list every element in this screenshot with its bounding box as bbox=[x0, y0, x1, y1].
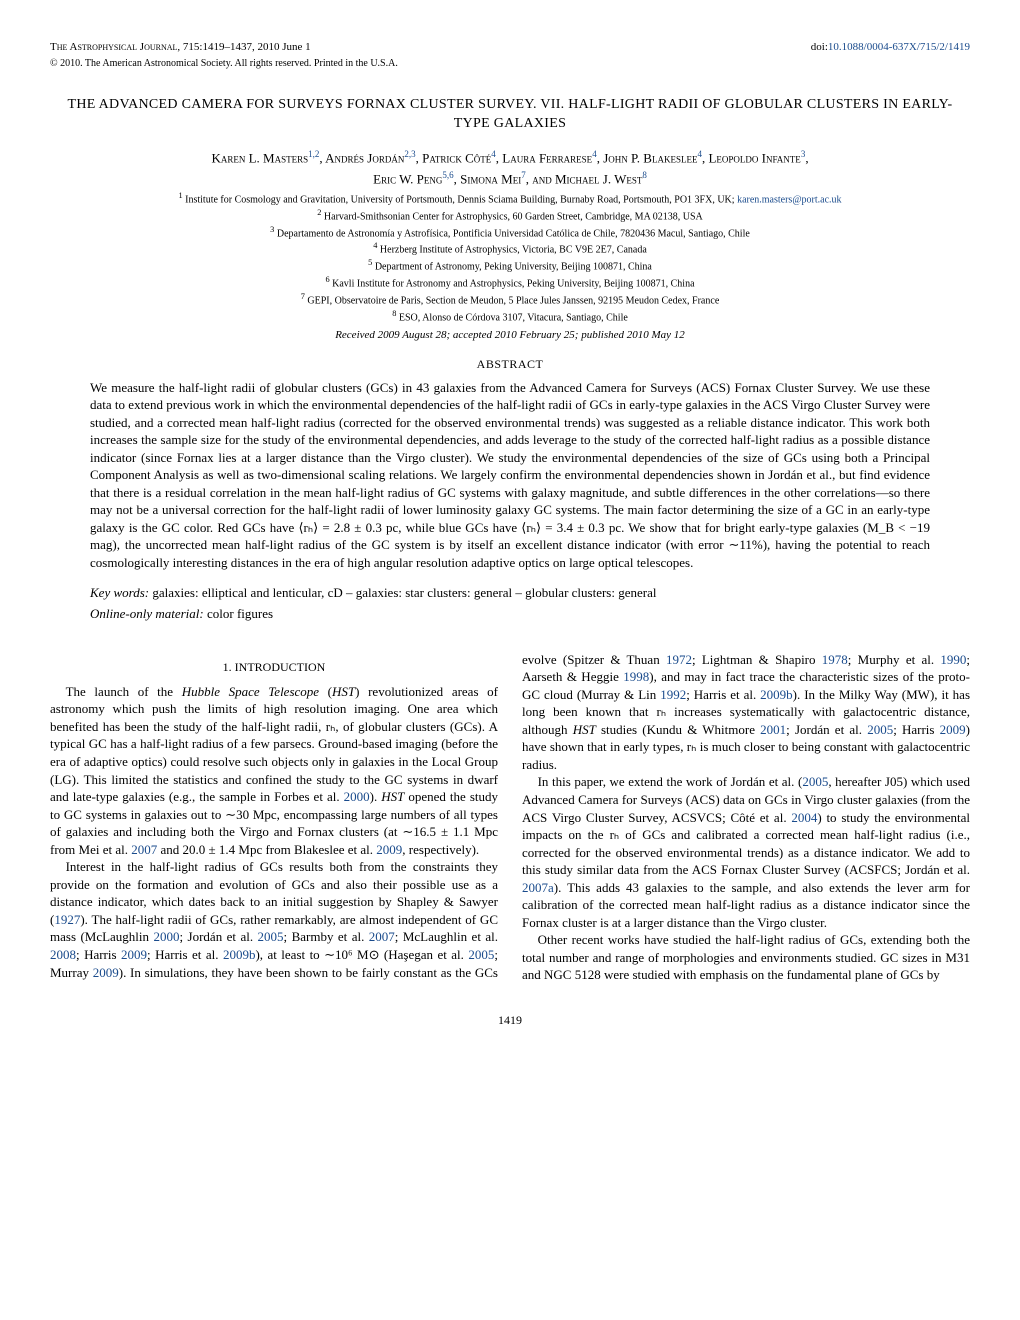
citation-link[interactable]: 2009 bbox=[940, 722, 966, 737]
online-only-label: Online-only material: bbox=[90, 606, 204, 621]
keywords-text: galaxies: elliptical and lenticular, cD … bbox=[149, 585, 656, 600]
citation-link[interactable]: 2008 bbox=[50, 947, 76, 962]
citation-link[interactable]: 2000 bbox=[153, 929, 179, 944]
citation-link[interactable]: 2004 bbox=[791, 810, 817, 825]
paper-title: THE ADVANCED CAMERA FOR SURVEYS FORNAX C… bbox=[50, 96, 970, 134]
citation-link[interactable]: 2007a bbox=[522, 880, 554, 895]
intro-paragraph-4: Other recent works have studied the half… bbox=[522, 931, 970, 984]
citation-detail: , 715:1419–1437, 2010 June 1 bbox=[177, 41, 310, 53]
citation-link[interactable]: 1972 bbox=[666, 652, 692, 667]
doi-label: doi: bbox=[811, 41, 828, 53]
citation-link[interactable]: 2009 bbox=[121, 947, 147, 962]
citation-link[interactable]: 2005 bbox=[258, 929, 284, 944]
citation-link[interactable]: 2000 bbox=[344, 789, 370, 804]
citation-link[interactable]: 2005 bbox=[867, 722, 893, 737]
citation-link[interactable]: 2005 bbox=[802, 774, 828, 789]
authors-line-1: Karen L. Masters1,2, Andrés Jordán2,3, P… bbox=[50, 148, 970, 167]
doi-block: doi:10.1088/0004-637X/715/2/1419 bbox=[811, 40, 970, 55]
section-1-heading: 1. INTRODUCTION bbox=[50, 659, 498, 675]
keywords-label: Key words: bbox=[90, 585, 149, 600]
body-columns: 1. INTRODUCTION The launch of the Hubble… bbox=[50, 651, 970, 984]
journal-citation: The Astrophysical Journal, 715:1419–1437… bbox=[50, 40, 311, 55]
citation-link[interactable]: 2009b bbox=[223, 947, 256, 962]
online-only-text: color figures bbox=[204, 606, 273, 621]
page-number: 1419 bbox=[50, 1012, 970, 1028]
citation-link[interactable]: 2009 bbox=[93, 965, 119, 980]
citation-link[interactable]: 2007 bbox=[369, 929, 395, 944]
citation-link[interactable]: 1998 bbox=[623, 669, 649, 684]
author-email-link[interactable]: karen.masters@port.ac.uk bbox=[737, 194, 841, 205]
citation-link[interactable]: 1992 bbox=[660, 687, 686, 702]
doi-link[interactable]: 10.1088/0004-637X/715/2/1419 bbox=[828, 41, 970, 53]
citation-link[interactable]: 2005 bbox=[468, 947, 494, 962]
citation-link[interactable]: 1978 bbox=[822, 652, 848, 667]
citation-link[interactable]: 1990 bbox=[940, 652, 966, 667]
citation-link[interactable]: 2001 bbox=[760, 722, 786, 737]
citation-link[interactable]: 2009b bbox=[760, 687, 793, 702]
abstract-heading: ABSTRACT bbox=[50, 356, 970, 372]
citation-link[interactable]: 2009 bbox=[376, 842, 402, 857]
page-header: The Astrophysical Journal, 715:1419–1437… bbox=[50, 40, 970, 55]
abstract-body: We measure the half-light radii of globu… bbox=[90, 379, 930, 572]
intro-paragraph-3: In this paper, we extend the work of Jor… bbox=[522, 773, 970, 931]
authors-line-2: Eric W. Peng5,6, Simona Mei7, and Michae… bbox=[50, 169, 970, 188]
received-accepted-dates: Received 2009 August 28; accepted 2010 F… bbox=[50, 328, 970, 343]
citation-link[interactable]: 1927 bbox=[54, 912, 80, 927]
keywords-line: Key words: galaxies: elliptical and lent… bbox=[90, 584, 930, 602]
intro-paragraph-1: The launch of the Hubble Space Telescope… bbox=[50, 683, 498, 858]
journal-name: The Astrophysical Journal bbox=[50, 41, 177, 53]
affiliations: 1 Institute for Cosmology and Gravitatio… bbox=[50, 190, 970, 325]
citation-link[interactable]: 2007 bbox=[131, 842, 157, 857]
online-only-line: Online-only material: color figures bbox=[90, 605, 930, 623]
copyright-line: © 2010. The American Astronomical Societ… bbox=[50, 57, 970, 71]
